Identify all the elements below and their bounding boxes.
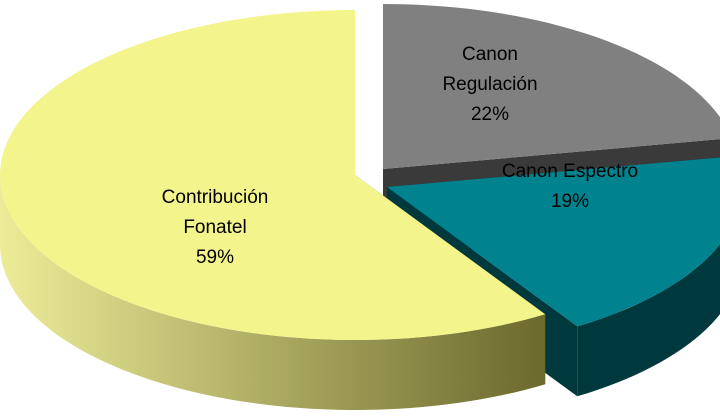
slice: [387, 157, 720, 327]
category-name: Canon Regulación: [442, 44, 538, 95]
slice: [0, 10, 546, 340]
slice: [383, 4, 720, 169]
category-name: Contribución Fonatel: [161, 187, 269, 238]
category-name: Canon Espectro: [501, 161, 639, 182]
value-label: 19%: [550, 191, 590, 212]
slice-label: Contribución Fonatel 59%: [140, 183, 290, 273]
value-label: 22%: [470, 104, 510, 125]
value-label: 59%: [195, 247, 235, 268]
slice-side: [0, 175, 546, 410]
slice-label: Canon Regulación 22%: [430, 40, 550, 130]
slice-side: [577, 244, 720, 397]
slice-label: Canon Espectro 19%: [460, 157, 680, 217]
